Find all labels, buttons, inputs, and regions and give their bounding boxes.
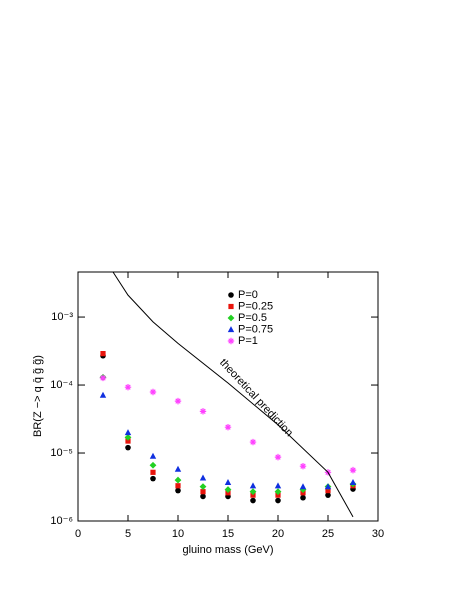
x-tick-label: 30: [372, 528, 384, 540]
point: [200, 489, 206, 495]
y-axis-label: BR(Z −> q q̄ g̃ g̃): [32, 355, 44, 437]
point: [125, 444, 131, 451]
point: [299, 483, 307, 490]
point: [349, 478, 357, 485]
legend-marker: [227, 337, 235, 345]
point: [149, 452, 157, 459]
point: [349, 466, 357, 474]
point: [200, 493, 206, 500]
point: [275, 497, 281, 504]
point: [149, 461, 157, 469]
x-axis-label: gluino mass (GeV): [182, 544, 273, 556]
point: [250, 492, 256, 498]
point: [249, 438, 257, 446]
point: [249, 488, 257, 496]
point: [274, 482, 282, 489]
point: [325, 488, 331, 494]
point: [174, 397, 182, 405]
x-tick-label: 0: [75, 528, 81, 540]
legend-label: P=0.25: [238, 300, 273, 312]
point: [325, 492, 331, 498]
legend-label: P=0.75: [238, 323, 273, 335]
point: [224, 423, 232, 431]
legend-marker: [227, 326, 235, 333]
y-tick-label: 10⁻⁶: [50, 515, 73, 527]
point: [324, 483, 332, 490]
legend-marker: [228, 303, 234, 310]
point: [274, 488, 282, 496]
point: [99, 374, 107, 382]
legend-marker: [228, 292, 234, 298]
point: [199, 408, 207, 415]
point: [224, 478, 232, 485]
legend-label: P=1: [238, 335, 258, 347]
point: [275, 492, 281, 498]
point: [250, 497, 256, 504]
legend-label: P=0: [238, 289, 258, 301]
x-tick-label: 10: [172, 528, 184, 540]
point: [199, 474, 207, 481]
point: [300, 494, 306, 501]
y-tick-label: 10⁻³: [51, 311, 73, 323]
point: [174, 476, 182, 484]
legend-label: P=0.5: [238, 312, 267, 324]
point: [124, 433, 132, 441]
point: [99, 391, 107, 398]
legend-marker: [227, 314, 235, 322]
point: [274, 453, 282, 461]
point: [174, 465, 182, 472]
x-tick-label: 20: [272, 528, 284, 540]
point: [100, 351, 106, 357]
point: [224, 486, 232, 493]
point: [249, 482, 257, 489]
point: [175, 483, 181, 489]
point: [124, 383, 132, 391]
point: [175, 487, 181, 494]
point: [299, 462, 307, 470]
point: [124, 429, 132, 436]
point: [150, 469, 156, 475]
x-tick-label: 5: [125, 528, 131, 540]
point: [150, 475, 156, 482]
y-tick-label: 10⁻⁵: [50, 447, 73, 459]
point: [199, 483, 207, 491]
point: [149, 388, 157, 396]
point: [125, 438, 131, 444]
x-tick-label: 15: [222, 528, 234, 540]
theory-line: [112, 271, 354, 518]
x-tick-label: 25: [322, 528, 334, 540]
y-tick-label: 10⁻⁴: [50, 379, 73, 391]
